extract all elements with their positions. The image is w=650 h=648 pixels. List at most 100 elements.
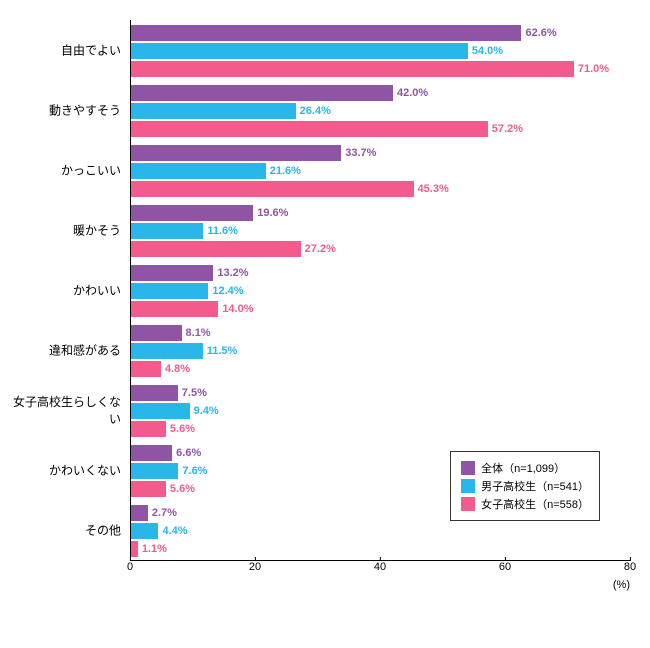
- value-label: 11.5%: [207, 345, 238, 357]
- value-label: 4.8%: [165, 363, 190, 375]
- bar-row: 12.4%: [131, 282, 630, 300]
- value-label: 33.7%: [345, 147, 376, 159]
- bar-girls: [131, 361, 161, 377]
- bar-row: 13.2%: [131, 264, 630, 282]
- value-label: 71.0%: [578, 63, 609, 75]
- bar-all: [131, 445, 172, 461]
- value-label: 21.6%: [270, 165, 301, 177]
- bar-row: 11.6%: [131, 222, 630, 240]
- bar-girls: [131, 241, 301, 257]
- value-label: 8.1%: [186, 327, 211, 339]
- bar-all: [131, 145, 341, 161]
- value-label: 7.6%: [182, 465, 207, 477]
- bar-all: [131, 505, 148, 521]
- x-tick: 80: [624, 561, 636, 573]
- category-label: 違和感がある: [6, 342, 126, 359]
- category-group: 暖かそう19.6%11.6%27.2%: [131, 200, 630, 260]
- bar-girls: [131, 181, 414, 197]
- value-label: 2.7%: [152, 507, 177, 519]
- bar-row: 7.5%: [131, 384, 630, 402]
- bar-row: 9.4%: [131, 402, 630, 420]
- value-label: 11.6%: [207, 225, 238, 237]
- bar-all: [131, 25, 521, 41]
- bar-boys: [131, 463, 178, 479]
- bar-row: 4.4%: [131, 522, 630, 540]
- value-label: 9.4%: [194, 405, 219, 417]
- bar-girls: [131, 301, 218, 317]
- bar-boys: [131, 403, 190, 419]
- legend-swatch: [461, 497, 475, 511]
- legend: 全体（n=1,099） 男子高校生（n=541） 女子高校生（n=558）: [450, 451, 600, 521]
- bar-girls: [131, 481, 166, 497]
- bar-row: 33.7%: [131, 144, 630, 162]
- legend-swatch: [461, 479, 475, 493]
- bar-row: 26.4%: [131, 102, 630, 120]
- x-axis-ticks: 020406080: [130, 561, 630, 579]
- bar-boys: [131, 343, 203, 359]
- category-label: かわいくない: [6, 462, 126, 479]
- value-label: 42.0%: [397, 87, 428, 99]
- x-tick: 60: [499, 561, 511, 573]
- value-label: 45.3%: [418, 183, 449, 195]
- bar-boys: [131, 283, 208, 299]
- value-label: 62.6%: [525, 27, 556, 39]
- bar-boys: [131, 103, 296, 119]
- category-label: その他: [6, 522, 126, 539]
- bar-row: 42.0%: [131, 84, 630, 102]
- legend-label: 男子高校生（n=541）: [481, 478, 589, 494]
- bar-boys: [131, 523, 158, 539]
- bar-row: 27.2%: [131, 240, 630, 258]
- category-label: 自由でよい: [6, 42, 126, 59]
- bar-all: [131, 325, 182, 341]
- value-label: 7.5%: [182, 387, 207, 399]
- category-group: 女子高校生らしくない7.5%9.4%5.6%: [131, 380, 630, 440]
- value-label: 5.6%: [170, 483, 195, 495]
- x-tick: 40: [374, 561, 386, 573]
- value-label: 19.6%: [257, 207, 288, 219]
- bar-row: 4.8%: [131, 360, 630, 378]
- value-label: 14.0%: [222, 303, 253, 315]
- category-label: 動きやすそう: [6, 102, 126, 119]
- x-axis-unit: (%): [130, 579, 630, 591]
- category-group: 動きやすそう42.0%26.4%57.2%: [131, 80, 630, 140]
- value-label: 6.6%: [176, 447, 201, 459]
- bar-boys: [131, 163, 266, 179]
- bar-row: 11.5%: [131, 342, 630, 360]
- value-label: 54.0%: [472, 45, 503, 57]
- legend-item: 全体（n=1,099）: [461, 460, 589, 476]
- bar-row: 8.1%: [131, 324, 630, 342]
- bar-all: [131, 385, 178, 401]
- category-group: かっこいい33.7%21.6%45.3%: [131, 140, 630, 200]
- value-label: 5.6%: [170, 423, 195, 435]
- bar-row: 45.3%: [131, 180, 630, 198]
- value-label: 1.1%: [142, 543, 167, 555]
- category-group: 違和感がある8.1%11.5%4.8%: [131, 320, 630, 380]
- bar-girls: [131, 61, 574, 77]
- category-label: 暖かそう: [6, 222, 126, 239]
- x-tick: 20: [249, 561, 261, 573]
- legend-label: 女子高校生（n=558）: [481, 496, 589, 512]
- survey-bar-chart: 自由でよい62.6%54.0%71.0%動きやすそう42.0%26.4%57.2…: [10, 20, 630, 591]
- bar-all: [131, 205, 253, 221]
- bar-all: [131, 85, 393, 101]
- value-label: 27.2%: [305, 243, 336, 255]
- x-tick: 0: [127, 561, 133, 573]
- bar-row: 19.6%: [131, 204, 630, 222]
- category-label: かわいい: [6, 282, 126, 299]
- bar-row: 62.6%: [131, 24, 630, 42]
- legend-swatch: [461, 461, 475, 475]
- bar-row: 54.0%: [131, 42, 630, 60]
- bar-row: 57.2%: [131, 120, 630, 138]
- bar-row: 5.6%: [131, 420, 630, 438]
- legend-label: 全体（n=1,099）: [481, 460, 565, 476]
- bar-girls: [131, 421, 166, 437]
- bar-boys: [131, 43, 468, 59]
- category-label: かっこいい: [6, 162, 126, 179]
- category-group: かわいい13.2%12.4%14.0%: [131, 260, 630, 320]
- bar-row: 1.1%: [131, 540, 630, 558]
- bar-row: 14.0%: [131, 300, 630, 318]
- value-label: 26.4%: [300, 105, 331, 117]
- bar-boys: [131, 223, 203, 239]
- bar-girls: [131, 541, 138, 557]
- value-label: 13.2%: [217, 267, 248, 279]
